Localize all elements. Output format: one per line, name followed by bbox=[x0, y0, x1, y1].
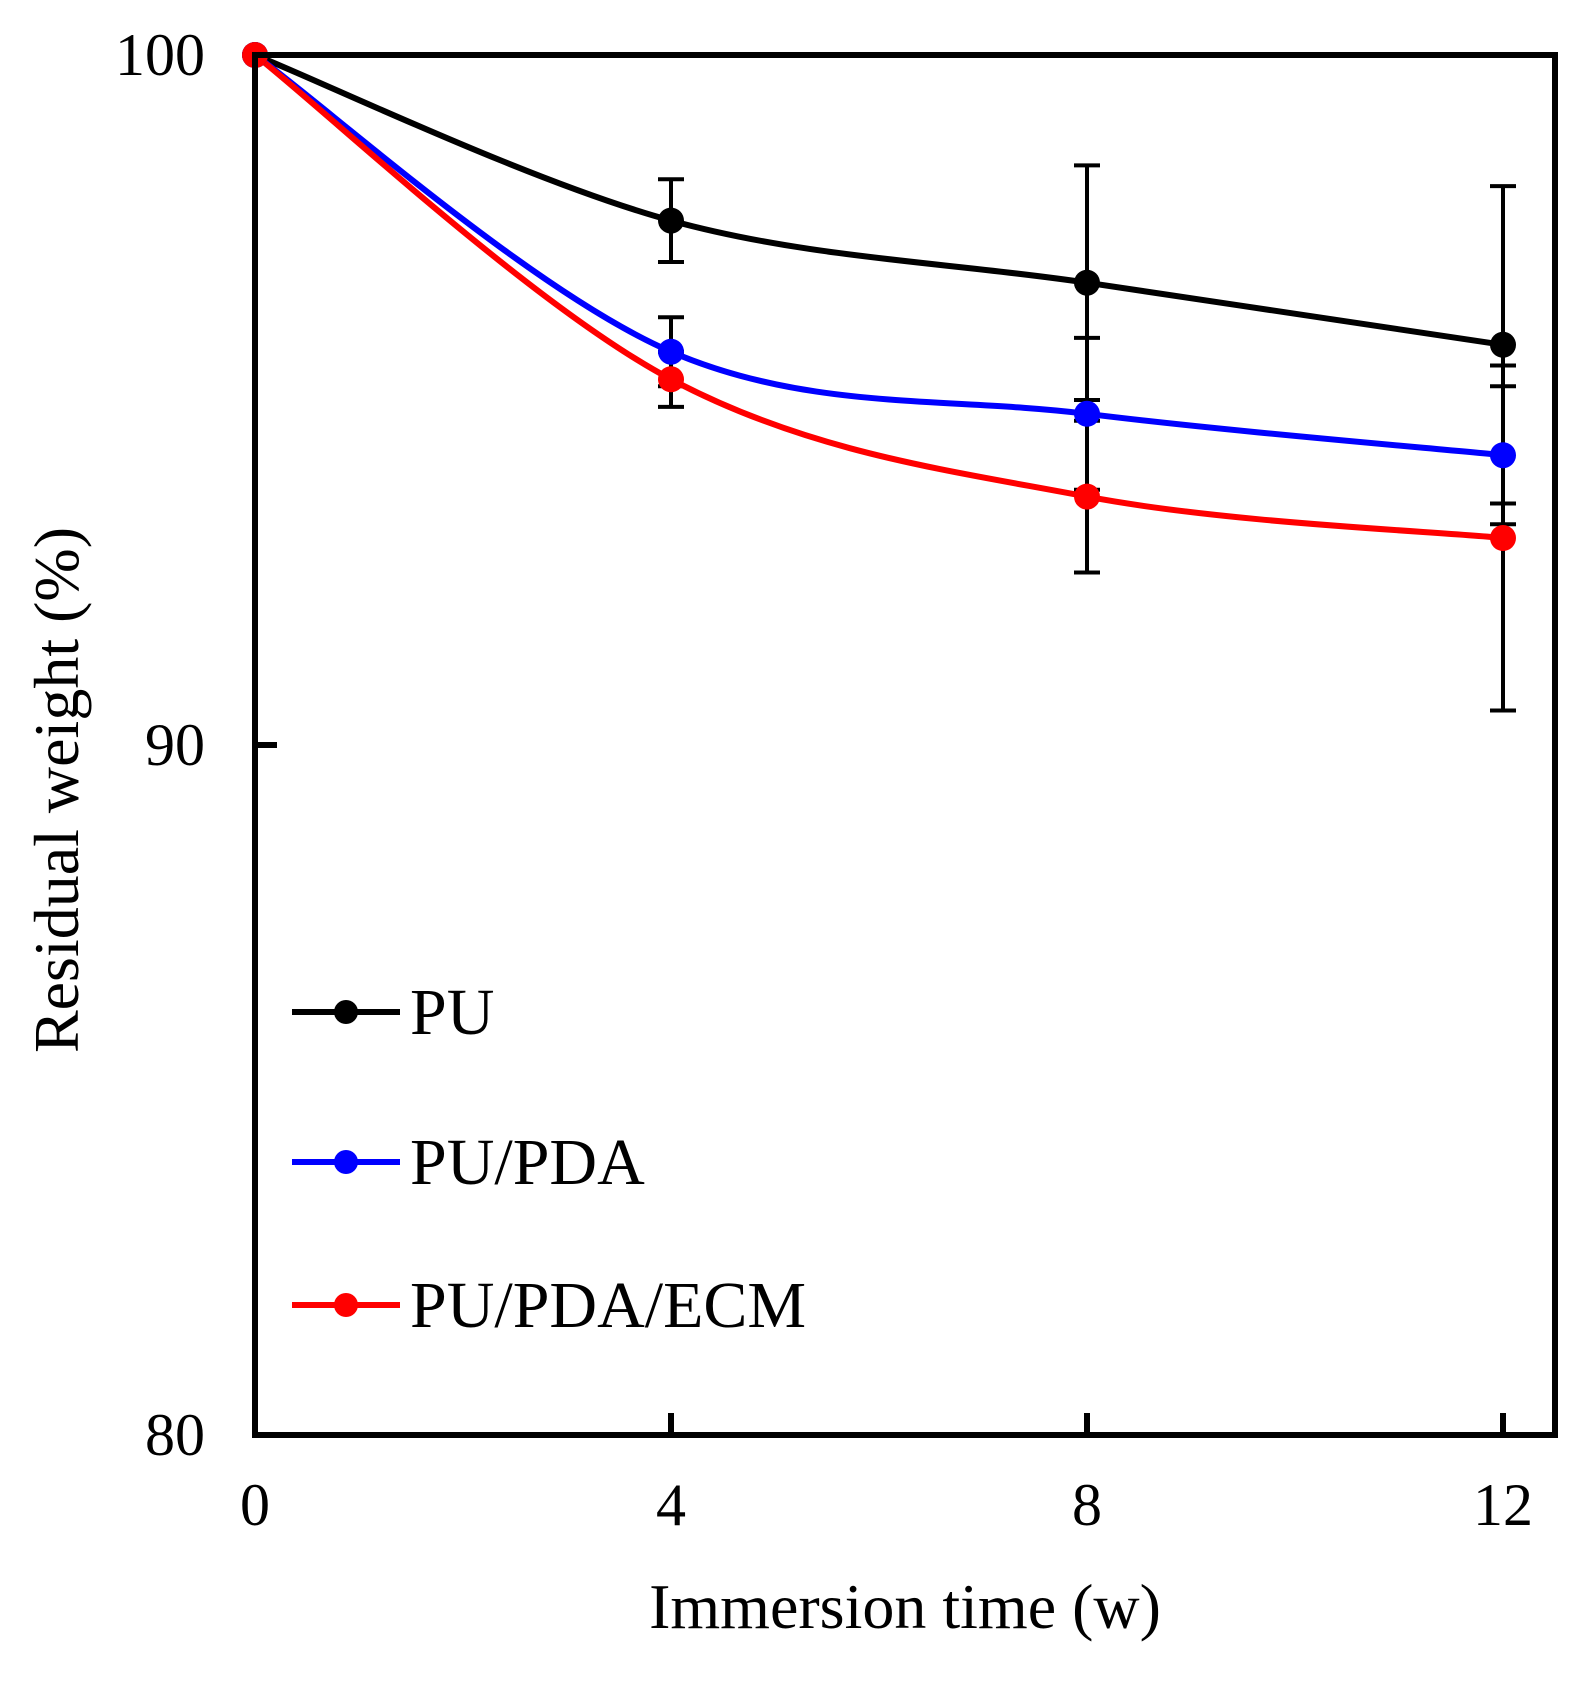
series-lines bbox=[253, 52, 1504, 541]
legend-item-pu-pda: PU/PDA bbox=[292, 1126, 645, 1199]
legend-label-pu-pda-ecm: PU/PDA/ECM bbox=[410, 1269, 806, 1342]
legend-item-pu: PU bbox=[292, 976, 494, 1049]
x-axis-ticks: 0 4 8 12 bbox=[240, 1413, 1533, 1538]
data-point-pu-pda bbox=[658, 338, 684, 365]
x-tick-label: 0 bbox=[240, 1472, 270, 1538]
series-line-pu-pda bbox=[253, 52, 1504, 459]
y-tick-label: 90 bbox=[145, 712, 205, 778]
legend-swatch-marker bbox=[334, 1293, 358, 1317]
legend-item-pu-pda-ecm: PU/PDA/ECM bbox=[292, 1269, 806, 1342]
x-axis-label: Immersion time (w) bbox=[649, 1571, 1161, 1642]
data-point-pu bbox=[1490, 331, 1516, 358]
legend-swatch-marker bbox=[334, 1150, 358, 1174]
x-tick-label: 12 bbox=[1473, 1472, 1533, 1538]
legend-label-pu-pda: PU/PDA bbox=[410, 1126, 645, 1199]
y-tick-label: 80 bbox=[145, 1402, 205, 1468]
legend-label-pu: PU bbox=[410, 976, 494, 1049]
data-point-pu-pda-ecm bbox=[1074, 483, 1100, 510]
series-line-pu-pda-ecm bbox=[253, 52, 1504, 541]
x-tick-label: 8 bbox=[1072, 1472, 1102, 1538]
data-point-pu-pda bbox=[1074, 400, 1100, 427]
data-point-pu bbox=[1074, 269, 1100, 296]
data-point-pu-pda-ecm bbox=[658, 366, 684, 393]
y-axis-label: Residual weight (%) bbox=[21, 527, 92, 1053]
legend: PU PU/PDA PU/PDA/ECM bbox=[292, 976, 806, 1342]
series-line-pu bbox=[253, 52, 1504, 348]
x-tick-label: 4 bbox=[656, 1472, 686, 1538]
y-axis-ticks: 80 90 100 bbox=[115, 22, 277, 1468]
legend-swatch-marker bbox=[334, 1000, 358, 1024]
data-point-pu-pda bbox=[1490, 442, 1516, 469]
data-point-pu bbox=[658, 207, 684, 234]
data-points bbox=[242, 42, 1516, 551]
y-tick-label: 100 bbox=[115, 22, 205, 88]
data-point-pu-pda-ecm bbox=[1490, 525, 1516, 551]
